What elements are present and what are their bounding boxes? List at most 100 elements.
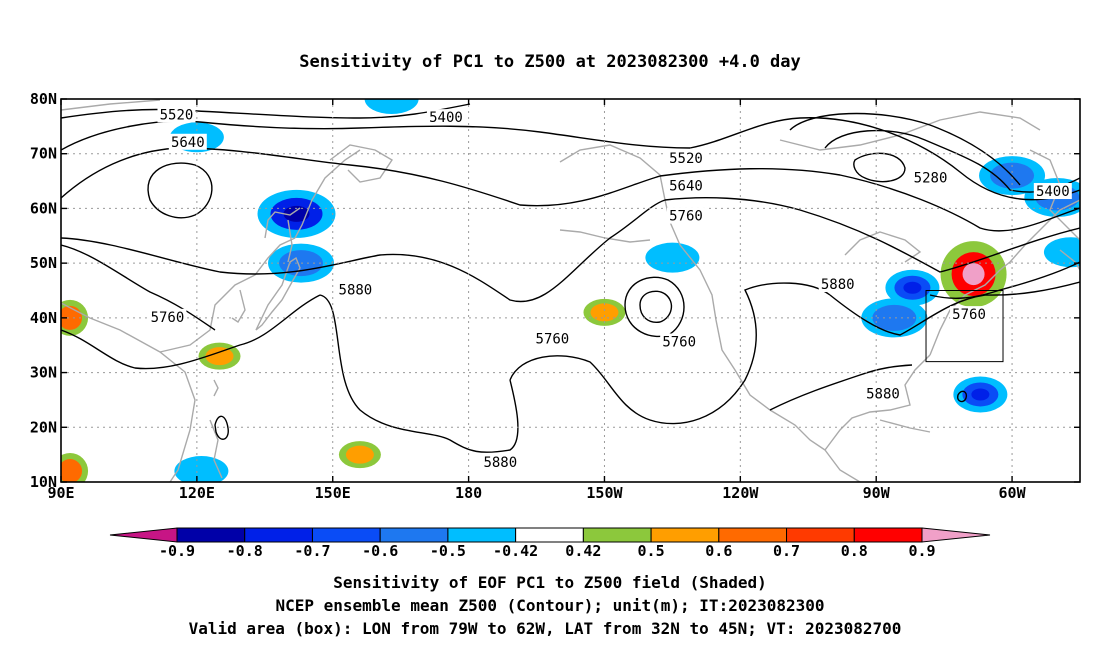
contour-5640-loop bbox=[147, 162, 213, 219]
z500-contours bbox=[61, 103, 1080, 453]
coastline-hudson-bay bbox=[844, 231, 922, 263]
contour-label-bg bbox=[157, 106, 196, 123]
coastline-labrador bbox=[1009, 199, 1080, 263]
colorbar-cells bbox=[176, 527, 923, 543]
lat-tick-label: 70N bbox=[30, 145, 57, 163]
colorbar-label: 0.9 bbox=[908, 542, 935, 560]
footer-line-2: NCEP ensemble mean Z500 (Contour); unit(… bbox=[275, 596, 824, 615]
map-frame bbox=[60, 98, 1081, 483]
contour-label-bg bbox=[148, 308, 187, 325]
colorbar: -0.9 -0.8 -0.7 -0.6 -0.5 -0.42 0.42 0.5 0.6 0.7 0.… bbox=[109, 527, 991, 560]
shaded-region bbox=[373, 99, 410, 109]
colorbar-cell bbox=[853, 527, 923, 543]
lat-tick-label: 60N bbox=[30, 199, 57, 217]
contour-5280 bbox=[853, 152, 906, 183]
contour-label-bg bbox=[666, 207, 705, 224]
lat-tick-label: 50N bbox=[30, 254, 57, 272]
contour-5880-b bbox=[319, 294, 519, 453]
lon-tick-label: 90E bbox=[47, 484, 74, 502]
contour-label: 5760 bbox=[952, 307, 986, 323]
lon-tick-label: 90W bbox=[863, 484, 891, 502]
contour-label: 5760 bbox=[536, 332, 570, 348]
colorbar-cell bbox=[244, 527, 313, 543]
contour-label-bg bbox=[533, 330, 572, 347]
contour-label: 5880 bbox=[483, 455, 517, 471]
contour-label-bg bbox=[818, 276, 857, 293]
contour-5880-a bbox=[61, 294, 321, 370]
contour-label-bg bbox=[336, 281, 375, 298]
colorbar-label: -0.9 bbox=[159, 542, 195, 560]
colorbar-cell bbox=[379, 527, 449, 543]
coastline-philippines bbox=[209, 419, 223, 479]
shaded-region bbox=[590, 303, 619, 322]
valid-area-box bbox=[925, 290, 1004, 363]
lat-tick-label: 30N bbox=[30, 364, 57, 382]
coastline-central-america bbox=[824, 449, 861, 482]
colorbar-label: -0.42 bbox=[493, 542, 538, 560]
contour-label-bg bbox=[911, 169, 950, 186]
shaded-region-core bbox=[962, 263, 985, 286]
contour-label-bg bbox=[666, 177, 705, 194]
colorbar-cell bbox=[582, 527, 652, 543]
lat-tick-label: 80N bbox=[30, 90, 57, 108]
coastline-east-asia bbox=[61, 302, 196, 482]
lat-tick-label: 20N bbox=[30, 418, 57, 436]
shaded-region bbox=[1052, 242, 1080, 263]
colorbar-label: 0.5 bbox=[638, 542, 665, 560]
lon-tick-label: 150W bbox=[586, 484, 623, 502]
colorbar-cell bbox=[786, 527, 855, 543]
shaded-region bbox=[872, 304, 917, 331]
coastline-taiwan bbox=[213, 379, 219, 397]
lat-lon-grid bbox=[61, 99, 1080, 482]
footer-line-1: Sensitivity of EOF PC1 to Z500 field (Sh… bbox=[333, 573, 766, 592]
contour-5760-a bbox=[61, 199, 666, 303]
coastline-gulf bbox=[824, 354, 931, 451]
colorbar-cell bbox=[718, 527, 788, 543]
footer-line-3: Valid area (box): LON from 79W to 62W, L… bbox=[189, 619, 902, 638]
coastline-japan bbox=[255, 256, 301, 331]
coastline-arctic-canada bbox=[779, 111, 1041, 151]
contour-label: 5280 bbox=[914, 170, 948, 186]
shaded-region bbox=[183, 461, 220, 482]
contour-label: 5400 bbox=[429, 110, 463, 126]
colorbar-label: 0.6 bbox=[705, 542, 732, 560]
coastline-korea bbox=[231, 289, 246, 323]
contour-label: 5640 bbox=[171, 135, 205, 151]
contour-5760-b bbox=[664, 197, 1080, 273]
colorbar-label: -0.8 bbox=[227, 542, 263, 560]
colorbar-label: -0.5 bbox=[430, 542, 466, 560]
coastline-na-east bbox=[929, 261, 1011, 356]
coastline-siberia-north bbox=[61, 99, 161, 111]
chart-title: Sensitivity of PC1 to Z500 at 2023082300… bbox=[299, 52, 801, 72]
contour-label: 5400 bbox=[1036, 184, 1070, 200]
lon-tick-label: 120W bbox=[722, 484, 759, 502]
map-panel: 5520 5640 5400 5520 5640 5760 5280 5400 5880 5760… bbox=[30, 90, 1081, 502]
colorbar-cell bbox=[447, 527, 517, 543]
contour-label-bg bbox=[426, 109, 465, 126]
coastline-sea-of-okhotsk bbox=[264, 207, 301, 239]
lon-tick-label: 120E bbox=[179, 484, 215, 502]
shaded-region-core bbox=[283, 205, 310, 222]
colorbar-low-triangle bbox=[109, 527, 178, 543]
coastline-aleutians bbox=[559, 229, 651, 243]
contour-label: 5880 bbox=[866, 386, 900, 402]
contour-label: 5640 bbox=[669, 179, 703, 195]
contour-5880-c bbox=[509, 282, 831, 425]
shaded-region-core bbox=[971, 388, 990, 401]
shaded-region bbox=[654, 247, 691, 268]
contour-5520-b bbox=[689, 117, 1080, 201]
contour-label-bg bbox=[1033, 183, 1072, 200]
contour-5760-c bbox=[61, 244, 216, 331]
shaded-region bbox=[61, 459, 83, 482]
lon-tick-label: 60W bbox=[999, 484, 1027, 502]
contour-labels: 5520 5640 5400 5520 5640 5760 5280 5400 5880 5760… bbox=[148, 106, 1072, 471]
footer: Sensitivity of EOF PC1 to Z500 field (Sh… bbox=[189, 573, 902, 638]
contour-label: 5760 bbox=[669, 209, 703, 225]
colorbar-labels: -0.9 -0.8 -0.7 -0.6 -0.5 -0.42 0.42 0.5 0.6 0.7 0.… bbox=[159, 542, 936, 560]
contour-label: 5520 bbox=[160, 107, 194, 123]
coastline-na-west bbox=[679, 244, 826, 451]
contour-5880-d bbox=[829, 281, 1080, 336]
contour-label-bg bbox=[863, 385, 902, 402]
colorbar-cell bbox=[176, 527, 246, 543]
